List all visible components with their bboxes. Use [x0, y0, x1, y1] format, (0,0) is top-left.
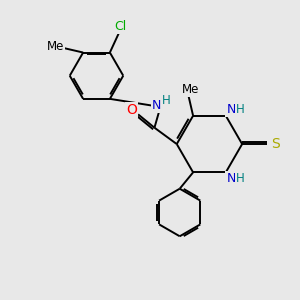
Text: H: H: [236, 103, 244, 116]
Text: Cl: Cl: [114, 20, 126, 33]
Text: N: N: [226, 103, 236, 116]
Text: Me: Me: [182, 83, 199, 96]
Text: Me: Me: [47, 40, 64, 53]
Text: O: O: [126, 103, 137, 117]
Text: N: N: [226, 172, 236, 185]
Text: N: N: [152, 99, 161, 112]
Text: H: H: [162, 94, 171, 107]
Text: H: H: [236, 172, 244, 185]
Text: S: S: [271, 137, 280, 151]
